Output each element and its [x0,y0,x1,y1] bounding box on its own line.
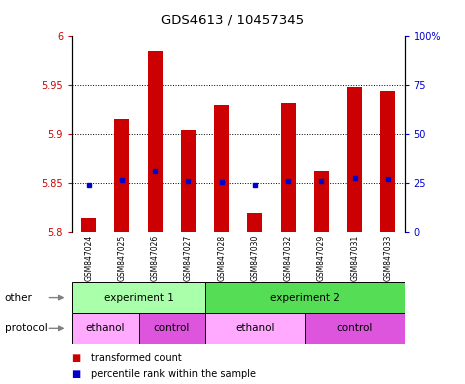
Bar [214,105,229,232]
Bar [205,313,305,344]
Text: experiment 1: experiment 1 [104,293,173,303]
Text: ■: ■ [72,353,85,363]
Text: GSM847028: GSM847028 [217,235,226,281]
Text: ethanol: ethanol [86,323,125,333]
Text: GSM847032: GSM847032 [284,235,292,281]
Bar [281,103,296,232]
Text: GSM847027: GSM847027 [184,235,193,281]
Bar [139,313,205,344]
Text: control: control [337,323,373,333]
Bar [72,313,139,344]
Text: GSM847025: GSM847025 [118,235,126,281]
Text: percentile rank within the sample: percentile rank within the sample [91,369,256,379]
Bar [181,129,196,232]
Bar [305,313,405,344]
Text: GSM847024: GSM847024 [84,235,93,281]
Text: ■: ■ [72,369,85,379]
Text: GSM847030: GSM847030 [251,235,259,281]
Text: GSM847026: GSM847026 [151,235,159,281]
Text: ethanol: ethanol [235,323,275,333]
Bar [380,91,395,232]
Bar [72,282,205,313]
Text: GDS4613 / 10457345: GDS4613 / 10457345 [161,13,304,26]
Bar [347,88,362,232]
Bar [314,170,329,232]
Bar [247,213,262,232]
Text: GSM847029: GSM847029 [317,235,326,281]
Text: protocol: protocol [5,323,47,333]
Bar [114,119,129,232]
Bar [148,51,163,232]
Bar [205,282,405,313]
Text: experiment 2: experiment 2 [270,293,340,303]
Text: transformed count: transformed count [91,353,181,363]
Text: GSM847031: GSM847031 [350,235,359,281]
Text: other: other [5,293,33,303]
Text: control: control [153,323,190,333]
Text: GSM847033: GSM847033 [384,235,392,281]
Bar [81,218,96,232]
